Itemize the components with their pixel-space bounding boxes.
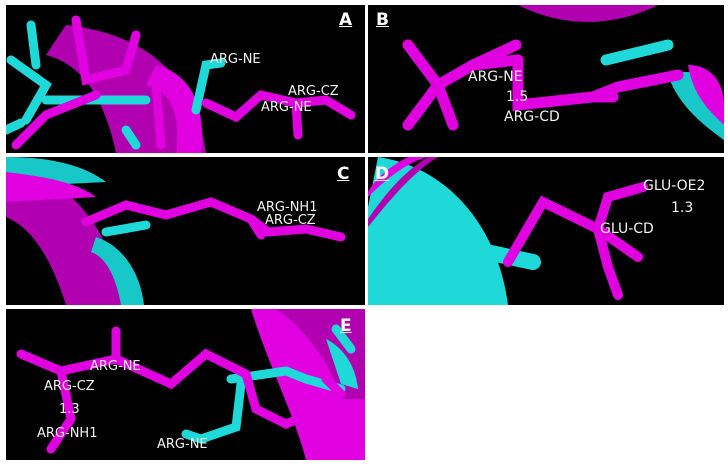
panel-d: D GLU-OE2 1.3 GLU-CD bbox=[368, 157, 724, 305]
atom-label: GLU-OE2 bbox=[643, 178, 706, 194]
panel-b-render bbox=[402, 5, 724, 140]
distance-label: 1.3 bbox=[59, 402, 80, 417]
panel-c: C ARG-NH1 ARG-CZ bbox=[6, 157, 365, 305]
atom-label: ARG-NE bbox=[90, 359, 141, 374]
panel-d-label: D bbox=[375, 164, 390, 184]
panel-c-render bbox=[6, 157, 346, 305]
panel-b-label: B bbox=[376, 10, 389, 30]
atom-label: ARG-CZ bbox=[265, 213, 316, 228]
panel-b: B ARG-NE 1.5 ARG-CD bbox=[368, 5, 724, 153]
atom-label: ARG-NH1 bbox=[257, 200, 318, 215]
panel-a-render bbox=[6, 15, 356, 153]
atom-label: ARG-CD bbox=[504, 109, 560, 125]
panel-e: E ARG-NE ARG-CZ 1.3 ARG-NH1 ARG-NE bbox=[6, 309, 365, 460]
atom-label: ARG-NH1 bbox=[37, 426, 98, 441]
distance-label: 1.5 bbox=[506, 89, 529, 105]
atom-label: ARG-NE bbox=[261, 100, 312, 115]
panel-d-render bbox=[368, 157, 648, 305]
atom-label: ARG-NE bbox=[468, 69, 523, 85]
atom-label: GLU-CD bbox=[600, 221, 654, 237]
panel-a: A ARG-NE ARG-CZ ARG-NE bbox=[6, 5, 365, 153]
atom-label: ARG-CZ bbox=[288, 84, 339, 99]
panel-e-label: E bbox=[340, 316, 352, 336]
panel-e-render bbox=[16, 309, 365, 460]
atom-label: ARG-CZ bbox=[44, 379, 95, 394]
atom-label: ARG-NE bbox=[210, 52, 261, 67]
atom-label: ARG-NE bbox=[157, 437, 208, 452]
panel-c-label: C bbox=[337, 164, 350, 184]
distance-label: 1.3 bbox=[671, 200, 694, 216]
panel-a-label: A bbox=[339, 10, 353, 30]
